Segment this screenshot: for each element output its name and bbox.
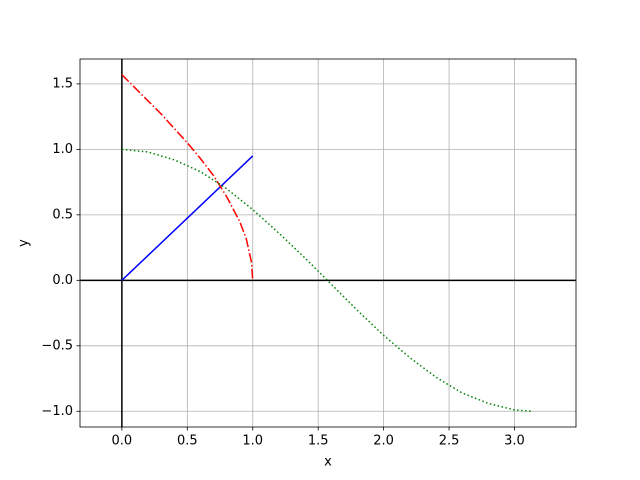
x-tick-label: 2.5 [439, 434, 460, 449]
y-tick-label: −0.5 [41, 338, 73, 353]
plot-frame [79, 58, 577, 428]
line-series [121, 148, 533, 413]
y-tick-label: 1.0 [52, 142, 73, 157]
y-axis-label: y [17, 239, 32, 247]
x-tick-label: 1.5 [308, 434, 329, 449]
y-tick-label: 0.0 [52, 273, 73, 288]
x-tick-label: 0.0 [112, 434, 133, 449]
line-series [121, 155, 254, 281]
x-axis-label: x [324, 455, 332, 470]
x-tick-label: 2.0 [373, 434, 394, 449]
x-tick-label: 3.0 [504, 434, 525, 449]
x-tick-label: 0.5 [177, 434, 198, 449]
y-tick-label: 0.5 [52, 207, 73, 222]
x-tick-label: 1.0 [242, 434, 263, 449]
y-tick-label: 1.5 [52, 76, 73, 91]
line-series [121, 74, 254, 281]
y-tick-label: −1.0 [41, 404, 73, 419]
